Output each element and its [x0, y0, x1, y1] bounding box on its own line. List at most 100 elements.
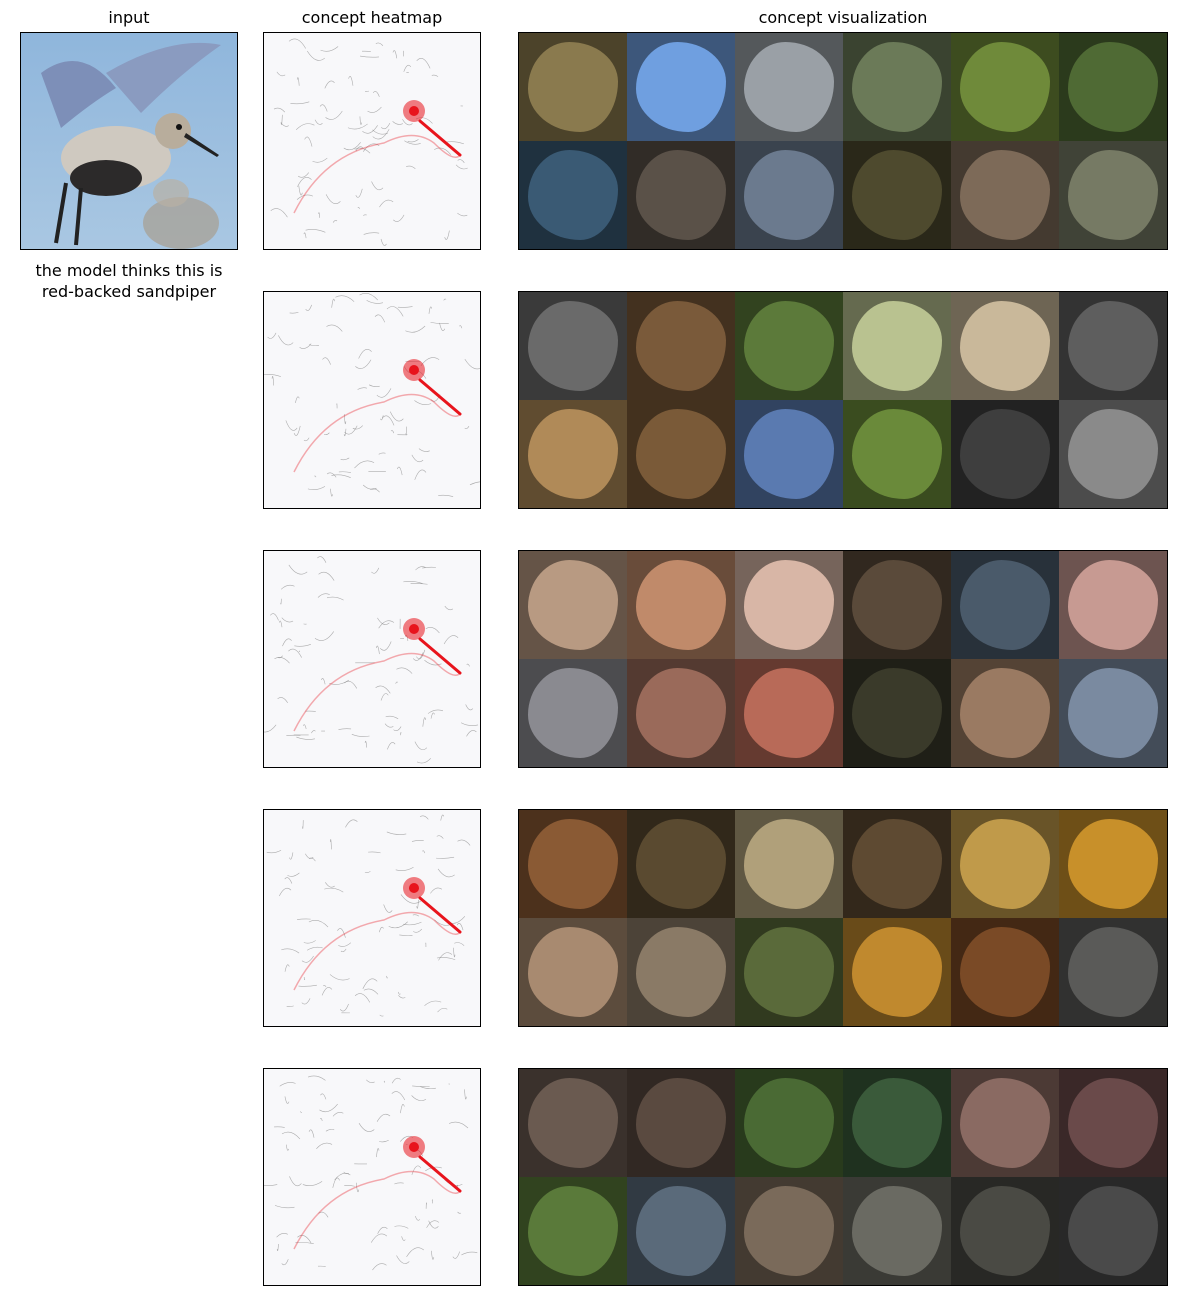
concept-example-tile	[627, 918, 735, 1026]
concept-region-mask	[743, 1185, 835, 1277]
concept-heatmap-2	[263, 291, 481, 509]
concept-heatmap-5	[263, 1068, 481, 1286]
concept-region-mask	[1067, 1077, 1159, 1169]
heatmap-overlay	[264, 1075, 478, 1271]
concept-example-tile	[951, 659, 1059, 767]
concept-example-tile	[843, 1069, 951, 1177]
concept-example-tile	[1059, 918, 1167, 1026]
concept-example-tile	[951, 141, 1059, 249]
concept-example-tile	[951, 33, 1059, 141]
concept-region-mask	[851, 926, 943, 1018]
heatmap-overlay	[264, 292, 480, 497]
concept-example-tile	[1059, 551, 1167, 659]
concept-region-mask	[851, 559, 943, 651]
concept-region-mask	[959, 1185, 1051, 1277]
concept-region-mask	[635, 667, 727, 759]
concept-example-tile	[519, 918, 627, 1026]
concept-example-tile	[735, 33, 843, 141]
concept-region-mask	[635, 926, 727, 1018]
concept-region-mask	[851, 1077, 943, 1169]
concept-example-tile	[843, 810, 951, 918]
concept-region-mask	[959, 300, 1051, 392]
concept-example-tile	[519, 33, 627, 141]
concept-example-tile	[1059, 292, 1167, 400]
concept-region-mask	[959, 818, 1051, 910]
concept-region-mask	[635, 818, 727, 910]
heatmap-overlay	[264, 556, 479, 764]
concept-heatmap-1	[263, 32, 481, 250]
concept-example-tile	[519, 659, 627, 767]
concept-region-mask	[1067, 926, 1159, 1018]
concept-region-mask	[1067, 818, 1159, 910]
concept-region-mask	[527, 408, 619, 500]
concept-example-tile	[519, 551, 627, 659]
concept-region-mask	[851, 149, 943, 241]
concept-example-tile	[735, 141, 843, 249]
concept-example-tile	[735, 292, 843, 400]
concept-region-mask	[635, 1185, 727, 1277]
concept-example-tile	[951, 1177, 1059, 1285]
concept-region-mask	[635, 149, 727, 241]
concept-example-tile	[627, 551, 735, 659]
concept-example-tile	[627, 659, 735, 767]
concept-region-mask	[635, 300, 727, 392]
concept-region-mask	[1067, 408, 1159, 500]
concept-region-mask	[959, 559, 1051, 651]
concept-example-tile	[843, 918, 951, 1026]
concept-example-tile	[1059, 1069, 1167, 1177]
sandpiper-illustration	[21, 33, 237, 249]
concept-visualization-2	[518, 291, 1168, 509]
concept-region-mask	[743, 667, 835, 759]
concept-example-tile	[1059, 659, 1167, 767]
concept-example-tile	[951, 292, 1059, 400]
concept-example-tile	[519, 292, 627, 400]
concept-example-tile	[627, 810, 735, 918]
concept-region-mask	[527, 1185, 619, 1277]
concept-example-tile	[843, 141, 951, 249]
concept-region-mask	[851, 300, 943, 392]
concept-example-tile	[735, 1177, 843, 1285]
concept-example-tile	[1059, 141, 1167, 249]
concept-example-tile	[735, 551, 843, 659]
heatmap-overlay	[270, 38, 468, 246]
concept-example-tile	[951, 918, 1059, 1026]
concept-region-mask	[743, 149, 835, 241]
heatmap-column-title: concept heatmap	[301, 8, 443, 27]
concept-example-tile	[843, 292, 951, 400]
concept-region-mask	[635, 1077, 727, 1169]
concept-example-tile	[519, 400, 627, 508]
concept-example-tile	[843, 551, 951, 659]
concept-region-mask	[743, 408, 835, 500]
concept-region-mask	[527, 41, 619, 133]
concept-example-tile	[1059, 33, 1167, 141]
concept-example-tile	[519, 810, 627, 918]
concept-example-tile	[519, 1177, 627, 1285]
concept-example-tile	[1059, 1177, 1167, 1285]
concept-example-tile	[627, 292, 735, 400]
concept-region-mask	[743, 1077, 835, 1169]
prediction-label: red-backed sandpiper	[41, 282, 217, 301]
concept-example-tile	[735, 810, 843, 918]
concept-region-mask	[527, 926, 619, 1018]
concept-example-tile	[951, 551, 1059, 659]
concept-visualization-1	[518, 32, 1168, 250]
concept-region-mask	[851, 408, 943, 500]
concept-example-tile	[1059, 400, 1167, 508]
concept-region-mask	[527, 818, 619, 910]
concept-region-mask	[743, 926, 835, 1018]
concept-region-mask	[851, 1185, 943, 1277]
concept-region-mask	[1067, 149, 1159, 241]
concept-region-mask	[959, 1077, 1051, 1169]
concept-region-mask	[527, 1077, 619, 1169]
concept-region-mask	[635, 559, 727, 651]
concept-region-mask	[743, 559, 835, 651]
concept-example-tile	[627, 400, 735, 508]
concept-region-mask	[1067, 559, 1159, 651]
concept-example-tile	[627, 141, 735, 249]
concept-region-mask	[959, 149, 1051, 241]
concept-example-tile	[627, 1069, 735, 1177]
concept-visualization-3	[518, 550, 1168, 768]
visualization-column-title: concept visualization	[758, 8, 928, 27]
concept-region-mask	[527, 300, 619, 392]
concept-example-tile	[627, 33, 735, 141]
